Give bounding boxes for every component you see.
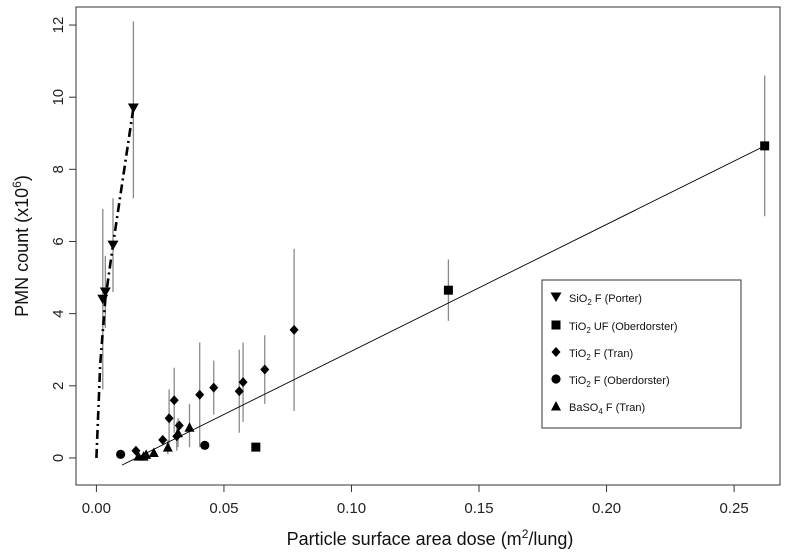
- data-point: [209, 382, 219, 393]
- data-point: [169, 395, 179, 406]
- data-point: [99, 287, 111, 297]
- y-axis: 0 2 4 6 8 10 12: [50, 17, 77, 462]
- data-point: [158, 434, 168, 445]
- legend-box: [541, 279, 742, 429]
- data-point: [443, 285, 453, 295]
- data-point: [127, 103, 139, 114]
- y-tick-label: 4: [50, 309, 67, 317]
- legend-marker: [551, 347, 561, 357]
- legend-marker: [551, 401, 561, 411]
- data-point: [195, 389, 205, 400]
- data-point: [289, 324, 299, 335]
- y-tick-label: 6: [50, 237, 67, 245]
- y-tick-label: 8: [50, 165, 67, 173]
- data-point: [184, 422, 195, 432]
- legend: SiO2 F (Porter) TiO2 UF (Oberdorster) Ti…: [541, 279, 742, 429]
- legend-label-tio2f-oberdorster: TiO2 F (Oberdorster): [569, 375, 670, 389]
- x-tick-label: 0.20: [592, 500, 621, 517]
- data-point: [238, 377, 248, 388]
- legend-markers: [550, 292, 562, 411]
- y-tick-label: 2: [50, 382, 67, 390]
- data-point: [200, 440, 210, 450]
- data-point: [251, 442, 261, 452]
- y-tick-label: 0: [50, 454, 67, 462]
- x-axis: 0.00 0.05 0.10 0.15 0.20 0.25: [82, 484, 749, 517]
- y-tick-label: 10: [50, 89, 67, 106]
- data-point: [173, 427, 184, 438]
- y-axis-title: PMN count (x106): [10, 175, 32, 317]
- x-tick-label: 0.15: [464, 500, 493, 517]
- data-point: [107, 240, 119, 251]
- markers: [97, 103, 770, 461]
- x-tick-label: 0.05: [209, 500, 238, 517]
- legend-marker: [550, 292, 562, 302]
- data-point: [234, 386, 244, 397]
- data-point: [760, 141, 770, 151]
- legend-marker: [551, 320, 561, 330]
- legend-label-tio2uf-oberdorster: TiO2 UF (Oberdorster): [569, 321, 678, 335]
- fit-line-tran-oberdorster: [121, 145, 765, 466]
- x-tick-label: 0.25: [719, 500, 748, 517]
- x-axis-title: Particle surface area dose (m2/lung): [287, 527, 574, 549]
- data-point: [148, 447, 159, 458]
- x-tick-label: 0.10: [337, 500, 366, 517]
- legend-marker: [551, 374, 561, 384]
- data-point: [164, 413, 174, 424]
- legend-label-baso4f-tran: BaSO4 F (Tran): [569, 402, 645, 416]
- data-point: [116, 449, 126, 459]
- legend-label-tio2f-tran: TiO2 F (Tran): [569, 348, 633, 362]
- data-point: [97, 294, 109, 305]
- data-point: [174, 420, 184, 431]
- fit-line-porter: [95, 107, 135, 458]
- y-tick-label: 12: [50, 17, 67, 34]
- x-tick-label: 0.00: [82, 500, 111, 517]
- data-point: [141, 449, 152, 459]
- data-point: [162, 442, 173, 452]
- data-point: [260, 364, 270, 375]
- legend-label-sio2-porter: SiO2 F (Porter): [569, 293, 642, 307]
